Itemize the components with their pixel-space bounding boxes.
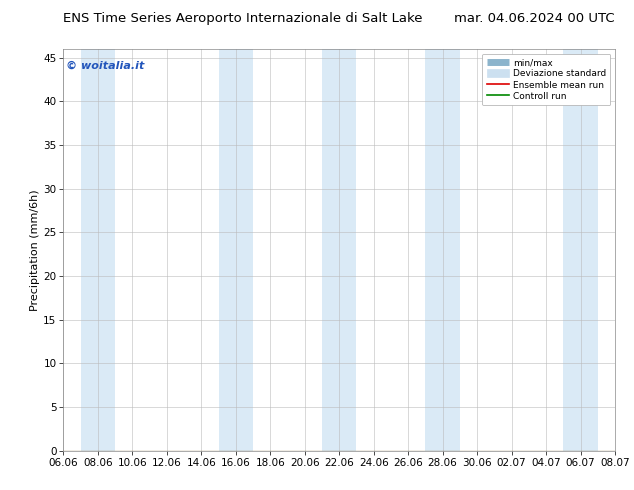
Text: mar. 04.06.2024 00 UTC: mar. 04.06.2024 00 UTC — [455, 12, 615, 25]
Text: ENS Time Series Aeroporto Internazionale di Salt Lake: ENS Time Series Aeroporto Internazionale… — [63, 12, 423, 25]
Text: © woitalia.it: © woitalia.it — [66, 61, 145, 71]
Bar — [322, 49, 356, 451]
Legend: min/max, Deviazione standard, Ensemble mean run, Controll run: min/max, Deviazione standard, Ensemble m… — [482, 53, 611, 105]
Y-axis label: Precipitation (mm/6h): Precipitation (mm/6h) — [30, 189, 41, 311]
Bar — [219, 49, 253, 451]
Bar — [563, 49, 598, 451]
Bar — [425, 49, 460, 451]
Bar — [81, 49, 115, 451]
